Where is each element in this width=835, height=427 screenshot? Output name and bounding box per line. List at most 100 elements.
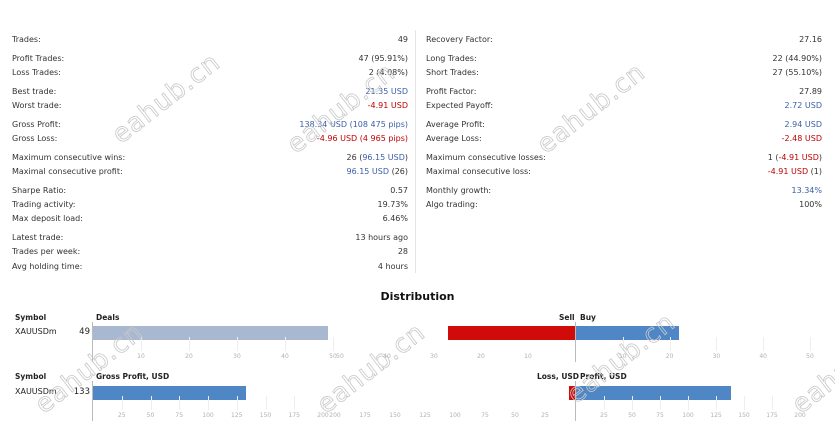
profit-axis-tick-label: 125 xyxy=(710,412,722,419)
deals-axis-tick-label: 50 xyxy=(329,353,337,360)
left-stat-value: -4.96 USD (4 965 pips) xyxy=(316,134,408,143)
gross-axis-tick-label: 50 xyxy=(146,412,155,419)
loss-axis-tick-label: 75 xyxy=(481,412,489,419)
right-stat-label: Recovery Factor: xyxy=(426,35,493,44)
right-stat-label: Average Loss: xyxy=(426,134,482,143)
left-stat-row: Latest trade: 13 hours ago xyxy=(12,232,408,244)
left-stat-value: 6.46% xyxy=(382,214,408,223)
sell-header: Sell xyxy=(559,313,575,322)
left-stat-label: Latest trade: xyxy=(12,233,64,242)
left-stat-value: 13 hours ago xyxy=(355,233,408,242)
deals-axis-tick-label: 20 xyxy=(185,353,193,360)
profit-axis-gridline xyxy=(688,396,689,410)
right-stat-label: Algo trading: xyxy=(426,200,478,209)
left-stat-row: Sharpe Ratio: 0.57 xyxy=(12,185,408,197)
sell-bar xyxy=(448,326,575,340)
right-stat-value: 100% xyxy=(799,200,822,209)
right-stat-row: Expected Payoff: 2.72 USD xyxy=(426,100,822,112)
deals-axis-gridline xyxy=(333,337,334,351)
right-stat-label: Average Profit: xyxy=(426,120,485,129)
left-stat-value: 96.15 USD (26) xyxy=(346,167,408,176)
loss-axis-tick-label: 100 xyxy=(449,412,461,419)
deals-axis-gridline xyxy=(141,337,142,351)
loss-axis-tick-label: 25 xyxy=(541,412,549,419)
profit-axis-gridline xyxy=(744,396,745,410)
gross-axis-gridline xyxy=(208,396,209,410)
profit-symbol-header: Symbol xyxy=(15,372,47,381)
left-stat-value: 2 (4.08%) xyxy=(368,68,408,77)
buy-axis-tick-label: 30 xyxy=(712,353,721,360)
gross-axis-gridline xyxy=(323,396,324,410)
deals-axis-tick-label: 10 xyxy=(137,353,145,360)
right-stat-row: Average Profit: 2.94 USD xyxy=(426,119,822,131)
left-stat-label: Maximum consecutive wins: xyxy=(12,153,126,162)
deals-axis-gridline xyxy=(189,337,190,351)
right-stat-label: Expected Payoff: xyxy=(426,101,494,110)
gross-axis-tick-label: 75 xyxy=(175,412,184,419)
left-stat-row: Maximum consecutive wins: 26 (96.15 USD) xyxy=(12,152,408,164)
right-stat-value: 1 (-4.91 USD) xyxy=(767,153,822,162)
right-stat-label: Long Trades: xyxy=(426,54,477,63)
deals-axis-gridline xyxy=(285,337,286,351)
right-stat-value: 22 (44.90%) xyxy=(772,54,822,63)
gross-axis-tick-label: 175 xyxy=(288,412,300,419)
buy-header: Buy xyxy=(580,313,596,322)
profit-axis-tick-label: 75 xyxy=(656,412,664,419)
loss-axis-tick-label: 150 xyxy=(389,412,401,419)
right-stat-value: -2.48 USD xyxy=(781,134,822,143)
right-stat-label: Profit Factor: xyxy=(426,87,477,96)
deals-axis-tick-label: 40 xyxy=(281,353,289,360)
profit-axis-gridline xyxy=(604,396,605,410)
watermark-text: eahub.cn xyxy=(786,317,835,421)
deals-axis xyxy=(92,322,93,362)
buy-axis-tick-label: 40 xyxy=(759,353,768,360)
deals-axis-tick-label: 30 xyxy=(233,353,241,360)
right-stat-value-highlight: -4.91 USD xyxy=(767,167,809,176)
gross-axis-tick-label: 25 xyxy=(117,412,126,419)
left-stat-label: Avg holding time: xyxy=(12,262,83,271)
profit-axis-tick-label: 200 xyxy=(794,412,806,419)
sell-axis-tick-label: 10 xyxy=(524,353,532,360)
loss-header: Loss, USD xyxy=(537,372,580,381)
left-stat-row: Best trade: 21.35 USD xyxy=(12,86,408,98)
profit-axis-gridline xyxy=(800,396,801,410)
right-stat-value: -4.91 USD (1) xyxy=(767,167,822,176)
left-stat-row: Trades per week: 28 xyxy=(12,246,408,258)
right-stat-row: Profit Factor: 27.89 xyxy=(426,86,822,98)
right-stat-value: 2.94 USD xyxy=(784,120,822,129)
profit-header: Profit, USD xyxy=(580,372,627,381)
sell-buy-axis xyxy=(575,322,576,362)
profit-axis-tick-label: 25 xyxy=(600,412,608,419)
left-stat-row: Maximal consecutive profit: 96.15 USD (26… xyxy=(12,166,408,178)
right-stat-value: 27.16 xyxy=(799,35,822,44)
gross-axis-gridline xyxy=(265,396,267,410)
stats-divider xyxy=(415,30,416,273)
left-stat-label: Trading activity: xyxy=(12,200,76,209)
left-stat-label: Worst trade: xyxy=(12,101,62,110)
right-stat-row: Monthly growth: 13.34% xyxy=(426,185,822,197)
buy-axis-gridline xyxy=(716,337,718,351)
left-stat-row: Trading activity: 19.73% xyxy=(12,199,408,211)
right-stat-value: 2.72 USD xyxy=(784,101,822,110)
gross-axis-gridline xyxy=(150,396,152,410)
right-stat-label: Monthly growth: xyxy=(426,186,492,195)
left-stat-label: Loss Trades: xyxy=(12,68,61,77)
right-stat-label: Short Trades: xyxy=(426,68,479,77)
left-stat-row: Profit Trades: 47 (95.91%) xyxy=(12,53,408,65)
loss-profit-axis xyxy=(575,381,576,421)
profit-bar xyxy=(576,386,731,400)
left-stat-value: 28 xyxy=(397,247,408,256)
loss-axis-tick-label: 175 xyxy=(359,412,371,419)
right-stat-value: 27 (55.10%) xyxy=(772,68,822,77)
right-stat-row: Short Trades: 27 (55.10%) xyxy=(426,67,822,79)
buy-axis-tick-label: 20 xyxy=(665,353,674,360)
right-stat-label: Maximal consecutive loss: xyxy=(426,167,531,176)
sell-axis-tick-label: 40 xyxy=(383,353,391,360)
gross-axis-gridline xyxy=(294,396,296,410)
left-stat-label: Gross Loss: xyxy=(12,134,58,143)
profit-axis-tick-label: 150 xyxy=(738,412,750,419)
profit-symbol: XAUUSDm xyxy=(15,387,57,396)
right-stat-row: Average Loss: -2.48 USD xyxy=(426,133,822,145)
left-stat-value: -4.91 USD xyxy=(367,101,408,110)
left-stat-label: Trades per week: xyxy=(12,247,81,256)
